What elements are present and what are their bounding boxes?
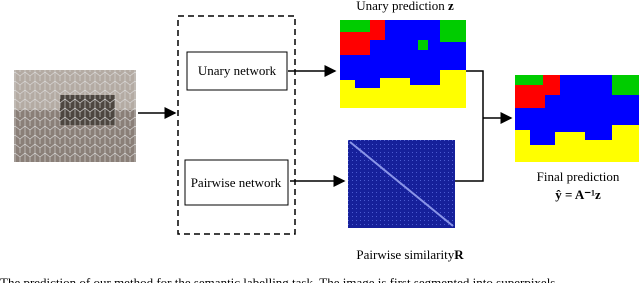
final-prediction-image [515, 75, 639, 162]
unary-symbol: z [448, 0, 454, 13]
pairwise-network-box [184, 159, 289, 206]
final-title: Final prediction [537, 169, 620, 184]
merge-line [455, 70, 484, 182]
unary-title: Unary prediction z [356, 0, 454, 13]
unary-prediction-image [340, 20, 466, 108]
unary-network-box [186, 51, 288, 91]
caption: The prediction of our method for the sem… [0, 275, 555, 283]
pairwise-symbol: R [454, 247, 464, 262]
pairwise-title-text: Pairwise similarity [356, 247, 454, 262]
input-image [14, 70, 136, 162]
network-box [177, 15, 296, 235]
final-formula: ŷ = A⁻¹z [555, 187, 601, 202]
pairwise-network-label: Pairwise network [191, 175, 282, 190]
pairwise-similarity-image [348, 140, 455, 228]
pairwise-title: Pairwise similarityR [356, 247, 464, 262]
unary-network-label: Unary network [198, 63, 277, 78]
unary-title-text: Unary prediction [356, 0, 445, 13]
